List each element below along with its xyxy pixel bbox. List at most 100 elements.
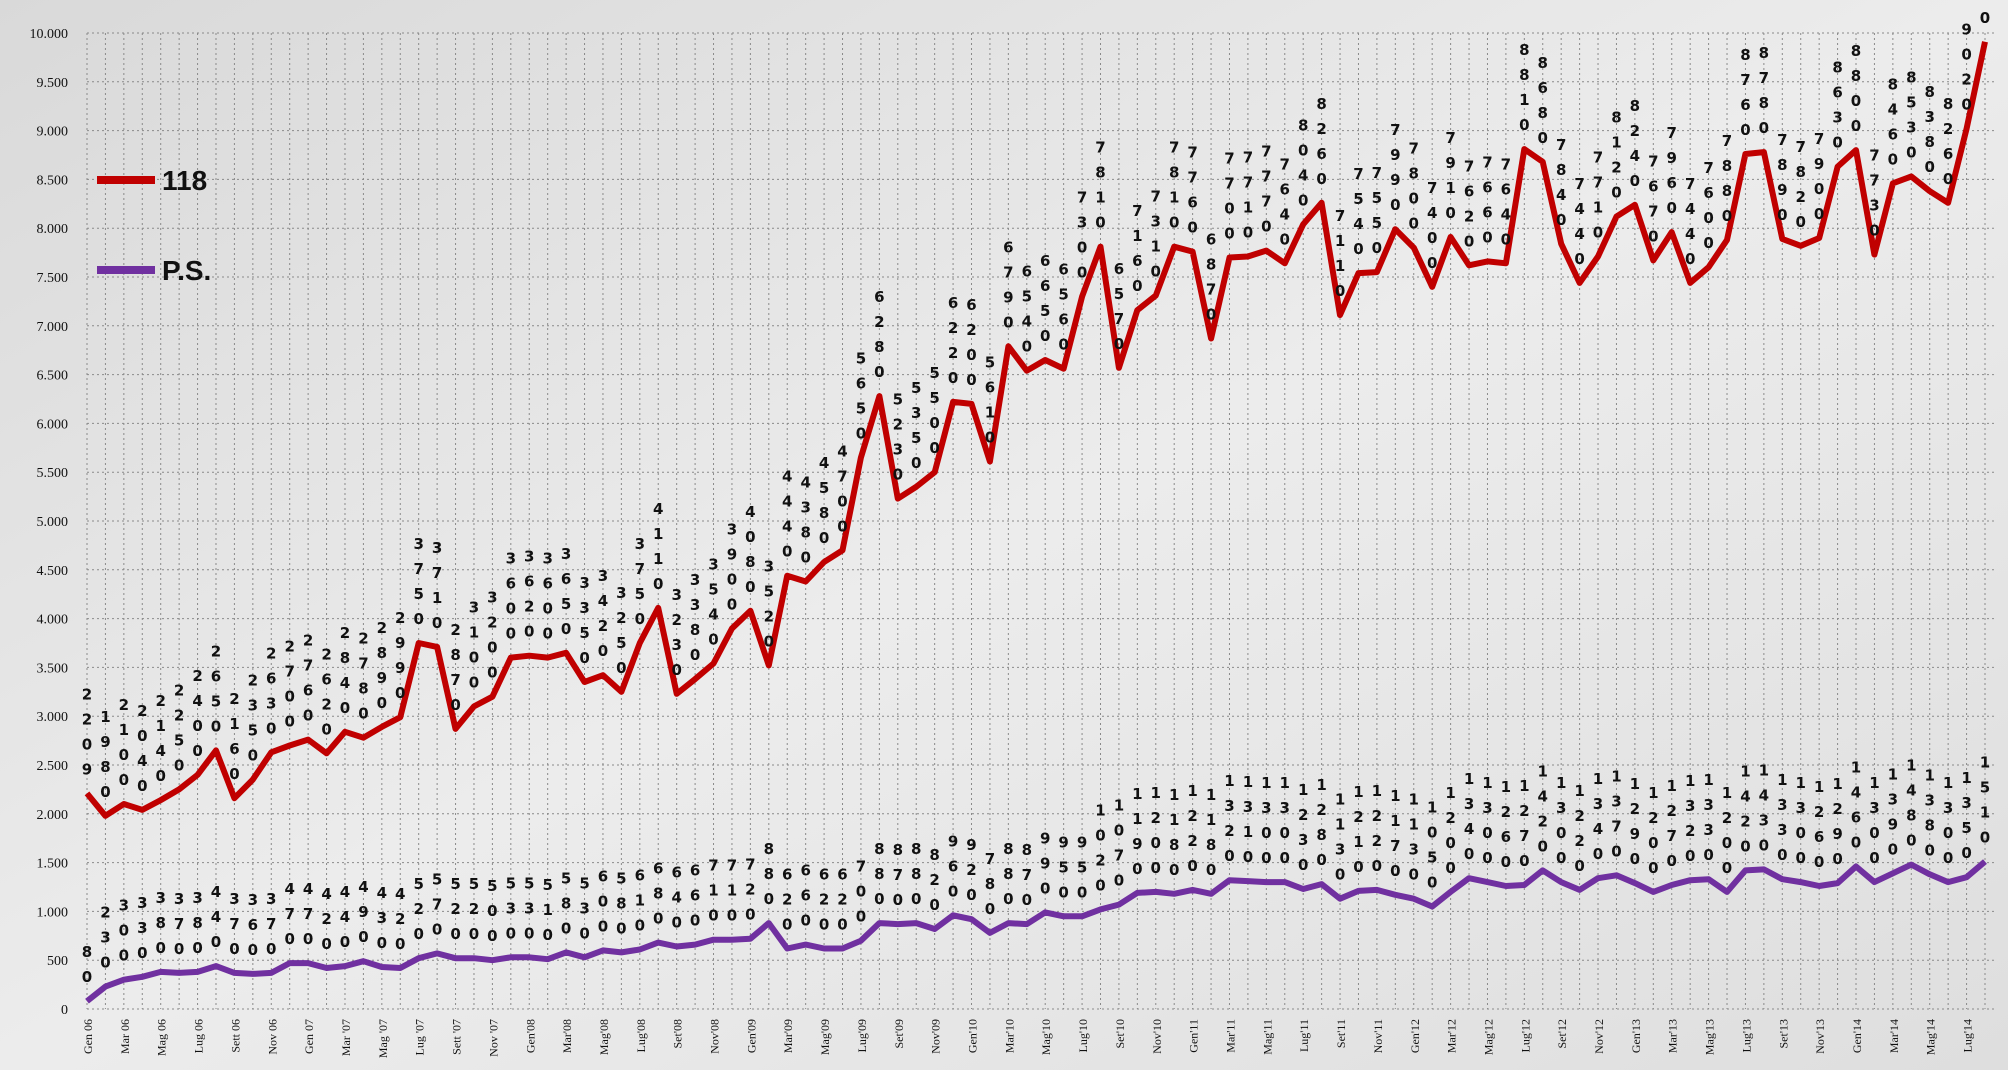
x-tick-label: Mag 06 [155, 1019, 169, 1056]
x-tick-label: Mag'09 [818, 1019, 832, 1055]
x-tick-label: Nov'13 [1813, 1019, 1827, 1054]
x-tick-label: Lug'13 [1739, 1019, 1753, 1053]
x-tick-label: Lug'11 [1297, 1019, 1311, 1052]
y-tick-label: 7.000 [37, 320, 69, 335]
x-tick-label: Gen'11 [1187, 1019, 1201, 1053]
x-tick-label: Set'10 [1113, 1019, 1127, 1049]
x-tick-label: Mar'09 [781, 1019, 795, 1053]
x-tick-label: Nov'11 [1371, 1019, 1385, 1053]
x-tick-label: Mag'11 [1260, 1019, 1274, 1055]
x-tick-label: Lug '07 [413, 1019, 427, 1056]
y-tick-label: 6.000 [37, 417, 69, 432]
x-tick-label: Mar'10 [1002, 1019, 1016, 1053]
x-tick-label: Nov'12 [1592, 1019, 1606, 1054]
y-tick-label: 5.000 [37, 515, 69, 530]
x-tick-label: Sett '07 [450, 1019, 464, 1055]
x-tick-label: Mag'10 [1039, 1019, 1053, 1055]
x-tick-label: Lug'08 [634, 1019, 648, 1053]
y-tick-label: 500 [47, 954, 68, 969]
x-tick-label: Gen'13 [1629, 1019, 1643, 1053]
x-tick-label: Set'13 [1776, 1019, 1790, 1049]
legend-label: P.S. [162, 255, 211, 286]
x-tick-label: Mag'13 [1703, 1019, 1717, 1055]
x-tick-label: Mar'12 [1445, 1019, 1459, 1053]
y-tick-label: 3.500 [37, 661, 69, 676]
y-tick-label: 6.500 [37, 369, 69, 384]
x-tick-label: Nov'08 [708, 1019, 722, 1054]
x-tick-label: Set'08 [671, 1019, 685, 1049]
x-tick-label: Nov '07 [486, 1019, 500, 1057]
y-tick-label: 8.500 [37, 173, 69, 188]
x-tick-label: Lug 06 [192, 1019, 206, 1053]
x-tick-label: Gen'10 [966, 1019, 980, 1053]
x-tick-label: Set'11 [1334, 1019, 1348, 1048]
legend-label: 118 [162, 165, 207, 196]
y-tick-label: 9.000 [37, 125, 69, 140]
